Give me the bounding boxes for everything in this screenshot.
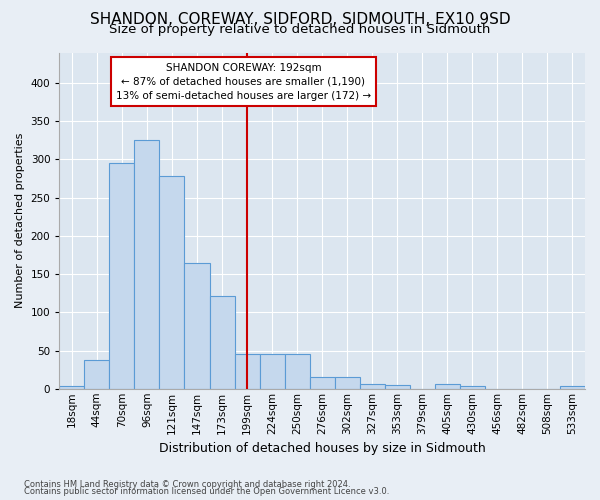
Bar <box>560 386 585 389</box>
Bar <box>360 384 385 389</box>
Text: Contains HM Land Registry data © Crown copyright and database right 2024.: Contains HM Land Registry data © Crown c… <box>24 480 350 489</box>
Text: Size of property relative to detached houses in Sidmouth: Size of property relative to detached ho… <box>109 22 491 36</box>
Bar <box>260 354 284 389</box>
Bar <box>134 140 160 389</box>
Y-axis label: Number of detached properties: Number of detached properties <box>15 133 25 308</box>
X-axis label: Distribution of detached houses by size in Sidmouth: Distribution of detached houses by size … <box>159 442 485 455</box>
Bar <box>184 262 209 389</box>
Bar <box>385 385 410 389</box>
Text: SHANDON COREWAY: 192sqm
← 87% of detached houses are smaller (1,190)
13% of semi: SHANDON COREWAY: 192sqm ← 87% of detache… <box>116 62 371 100</box>
Bar <box>235 354 260 389</box>
Bar <box>109 164 134 389</box>
Bar <box>335 378 360 389</box>
Bar <box>209 296 235 389</box>
Bar <box>460 386 485 389</box>
Text: Contains public sector information licensed under the Open Government Licence v3: Contains public sector information licen… <box>24 487 389 496</box>
Bar <box>284 354 310 389</box>
Bar <box>59 386 85 389</box>
Text: SHANDON, COREWAY, SIDFORD, SIDMOUTH, EX10 9SD: SHANDON, COREWAY, SIDFORD, SIDMOUTH, EX1… <box>89 12 511 28</box>
Bar <box>85 360 109 389</box>
Bar <box>310 378 335 389</box>
Bar <box>160 176 184 389</box>
Bar <box>435 384 460 389</box>
